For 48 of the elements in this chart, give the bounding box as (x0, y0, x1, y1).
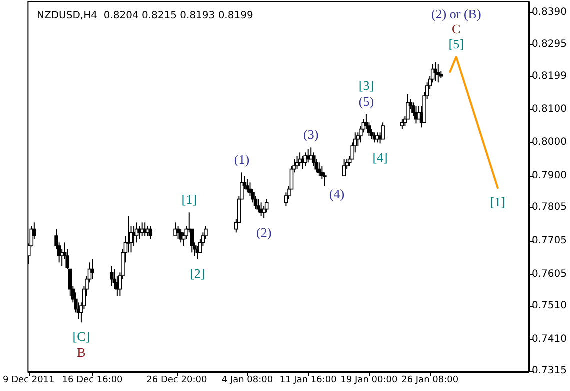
annotation: (5) (358, 94, 374, 109)
y-tick-label: 0.8390 (532, 7, 568, 18)
candlestick (342, 158, 346, 176)
candlestick (256, 198, 260, 214)
x-tick-label: 19 Jan 00:00 (340, 376, 398, 386)
candlestick (400, 118, 404, 130)
annotation: [C] (72, 329, 90, 344)
x-tick-label: 9 Dec 2011 (2, 376, 55, 386)
annotation: [4] (372, 150, 388, 166)
annotation: (2) (256, 224, 272, 240)
annotation: [5] (448, 36, 464, 52)
annotation: [1] (490, 194, 506, 210)
annotation: [3] (358, 78, 374, 93)
x-tick-label: 26 Dec 20:00 (146, 376, 208, 386)
candlestick (176, 226, 180, 240)
annotation: (1) (234, 152, 250, 168)
annotation: C (452, 22, 461, 36)
candlestick (295, 156, 300, 170)
candlestick (110, 266, 114, 286)
annotation: [1] (182, 192, 197, 208)
candlestick (381, 122, 385, 140)
y-tick-label: 0.7805 (532, 202, 568, 214)
annotation: (3) (304, 127, 319, 142)
candlestick (304, 152, 308, 166)
candlestick (434, 62, 438, 82)
y-tick-label: 0.8295 (532, 38, 568, 50)
annotation: B (77, 345, 86, 360)
x-tick-label: 26 Jan 08:00 (402, 376, 459, 386)
annotation: (2) or (B) (431, 6, 482, 22)
text: NZDUSD,H4 0.8204 0.8215 0.8193 0.8199 (37, 10, 254, 22)
annotation: [2] (190, 266, 206, 281)
y-tick-label: 0.7705 (532, 236, 568, 246)
candlestick (148, 226, 153, 240)
candlestick (90, 258, 94, 280)
y-tick-label: 0.8100 (532, 104, 568, 115)
y-tick-label: 0.8199 (532, 70, 568, 82)
candlestick (318, 162, 322, 176)
y-tick-label: 0.8000 (532, 137, 568, 148)
y-tick-label: 0.7900 (532, 170, 568, 182)
candlestick (126, 216, 130, 254)
y-tick-label: 0.7510 (532, 300, 568, 312)
x-tick-label: 4 Jan 08:00 (222, 376, 274, 386)
y-tick-label: 0.7410 (532, 334, 568, 345)
annotation: (4) (329, 186, 345, 202)
y-tick-label: 0.7605 (532, 268, 568, 280)
x-tick-label: 16 Dec 16:00 (62, 376, 124, 386)
x-tick-label: 11 Jan 16:00 (280, 376, 338, 386)
y-tick-label: 0.7315 (532, 366, 568, 376)
